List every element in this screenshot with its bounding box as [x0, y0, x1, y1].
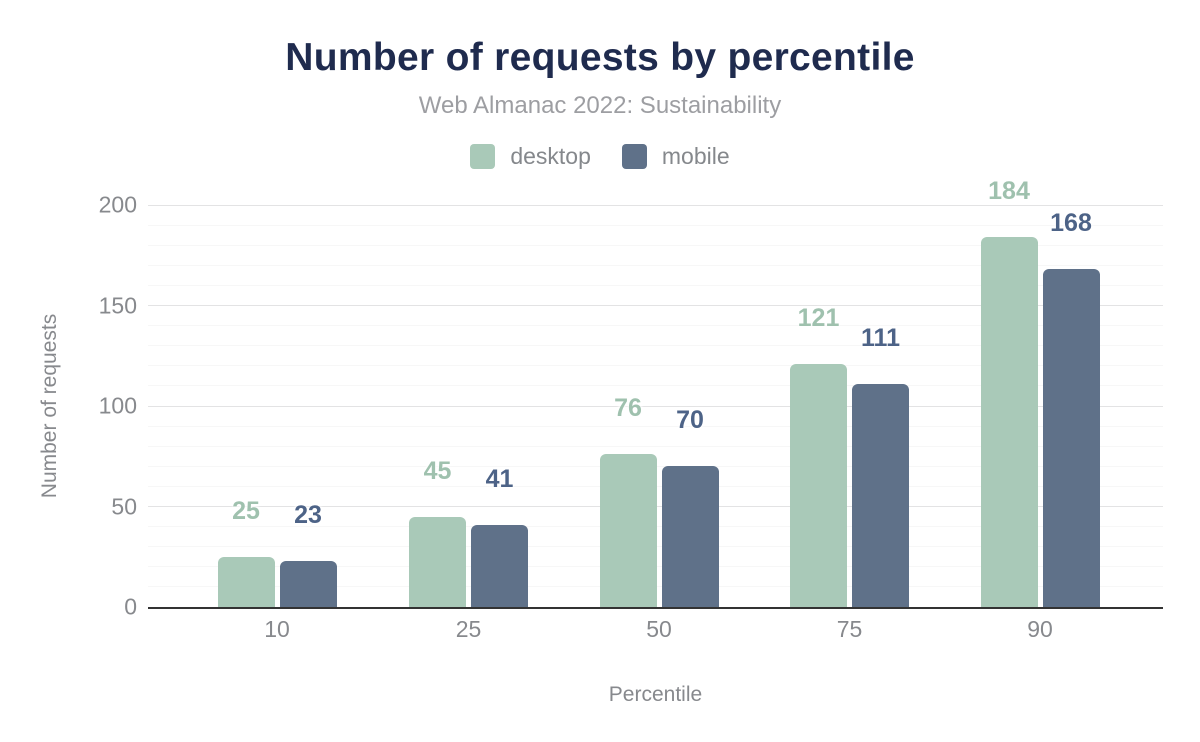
minor-gridline-140 — [148, 325, 1163, 327]
minor-gridline-170 — [148, 264, 1163, 266]
bar-label-desktop-p50: 76 — [614, 394, 642, 423]
minor-gridline-120 — [148, 365, 1163, 367]
x-tick-label-50: 50 — [646, 616, 672, 642]
bar-desktop-p90[interactable] — [980, 237, 1038, 607]
minor-gridline-190 — [148, 224, 1163, 226]
legend-swatch-mobile-icon — [621, 144, 647, 169]
y-tick-label-150: 150 — [98, 292, 137, 318]
bar-label-mobile-p90: 168 — [1050, 209, 1092, 238]
legend-label-desktop: desktop — [510, 143, 591, 169]
minor-gridline-180 — [148, 244, 1163, 246]
bar-desktop-p75[interactable] — [790, 363, 847, 607]
x-axis-title: Percentile — [608, 683, 703, 706]
major-gridline-100 — [148, 405, 1163, 407]
y-tick-label-0: 0 — [124, 593, 137, 620]
plot-area: 25 23 45 41 76 70 121 111 184 168 10 25 50 75 90 Perc… — [148, 179, 1163, 706]
x-tick-label-25: 25 — [455, 616, 482, 642]
y-tick-label-50: 50 — [111, 493, 137, 519]
x-tick-label-75: 75 — [836, 616, 863, 642]
legend: desktop mobile — [0, 143, 1200, 170]
bar-label-desktop-p75: 121 — [797, 303, 840, 332]
bar-mobile-p50[interactable] — [661, 466, 719, 607]
legend-item-mobile[interactable]: mobile — [621, 143, 730, 170]
bar-desktop-p50[interactable] — [599, 454, 657, 607]
bar-label-desktop-p90: 184 — [988, 177, 1030, 206]
bar-label-mobile-p10: 23 — [294, 500, 322, 529]
minor-gridline-130 — [148, 345, 1163, 347]
bar-desktop-p25[interactable] — [409, 516, 466, 607]
y-tick-label-200: 200 — [98, 191, 137, 218]
chart-subtitle: Web Almanac 2022: Sustainability — [418, 92, 782, 119]
bar-label-mobile-p25: 41 — [485, 464, 514, 493]
x-tick-label-10: 10 — [264, 616, 290, 642]
y-tick-label-100: 100 — [98, 392, 137, 419]
bar-label-desktop-p10: 25 — [232, 496, 260, 525]
bar-label-mobile-p50: 70 — [676, 406, 704, 435]
bar-desktop-p10[interactable] — [217, 556, 275, 607]
x-tick-label-90: 90 — [1027, 616, 1053, 642]
major-gridline-200 — [148, 204, 1163, 206]
legend-item-desktop[interactable]: desktop — [470, 143, 591, 170]
bar-mobile-p10[interactable] — [279, 560, 337, 607]
bar-mobile-p75[interactable] — [852, 383, 909, 607]
bar-label-mobile-p75: 111 — [861, 323, 900, 352]
minor-gridline-110 — [148, 385, 1163, 387]
minor-gridline-90 — [148, 425, 1163, 427]
legend-label-mobile: mobile — [661, 143, 730, 169]
bar-label-desktop-p25: 45 — [423, 456, 452, 485]
y-axis-ticks: 0 50 100 150 200 — [0, 192, 137, 620]
chart-title: Number of requests by percentile — [285, 36, 915, 79]
legend-swatch-desktop-icon — [470, 144, 496, 169]
bar-mobile-p25[interactable] — [471, 524, 528, 607]
bar-mobile-p90[interactable] — [1042, 269, 1100, 607]
minor-gridline-160 — [148, 284, 1163, 286]
minor-gridline-80 — [148, 445, 1163, 447]
major-gridline-150 — [148, 305, 1163, 306]
